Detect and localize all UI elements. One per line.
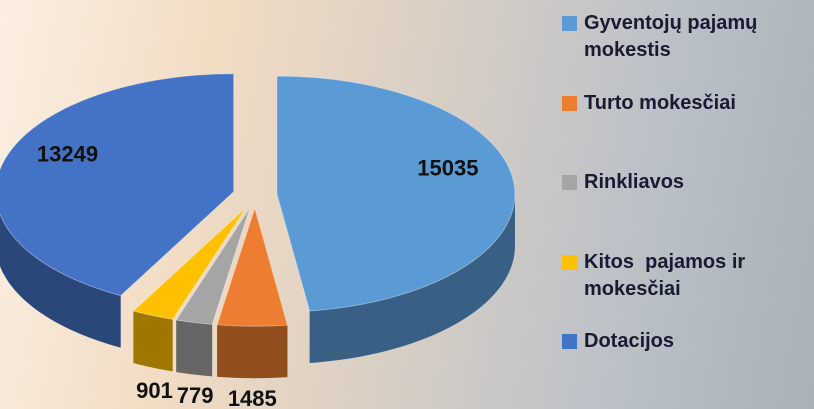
legend-item: Turto mokesčiai	[562, 90, 814, 117]
legend-label: Gyventojų pajamų mokestis	[584, 12, 763, 61]
legend-item: Gyventojų pajamų mokestis	[562, 10, 814, 64]
slice-side	[176, 320, 212, 376]
legend-swatch	[562, 175, 577, 190]
legend-swatch	[562, 255, 577, 270]
value-label: 901	[136, 378, 173, 403]
value-label: 779	[177, 383, 214, 408]
legend-swatch	[562, 96, 577, 111]
legend-item: Dotacijos	[562, 328, 814, 355]
legend-label: Rinkliavos	[584, 171, 684, 193]
value-label: 1485	[228, 386, 277, 409]
chart: 15035 1485 779901 13249 Gyventojų pajamų mo…	[0, 0, 814, 409]
value-label: 15035	[417, 155, 478, 180]
legend-label: Kitos pajamos ir mokesčiai	[584, 251, 751, 300]
slice-side	[217, 325, 287, 378]
value-label: 13249	[37, 142, 98, 167]
legend-label: Turto mokesčiai	[584, 92, 736, 114]
slice-side	[133, 311, 172, 371]
legend-item: Kitos pajamos ir mokesčiai	[562, 249, 814, 303]
legend-swatch	[562, 334, 577, 349]
legend-swatch	[562, 16, 577, 31]
legend-label: Dotacijos	[584, 330, 674, 352]
legend-item: Rinkliavos	[562, 169, 814, 196]
